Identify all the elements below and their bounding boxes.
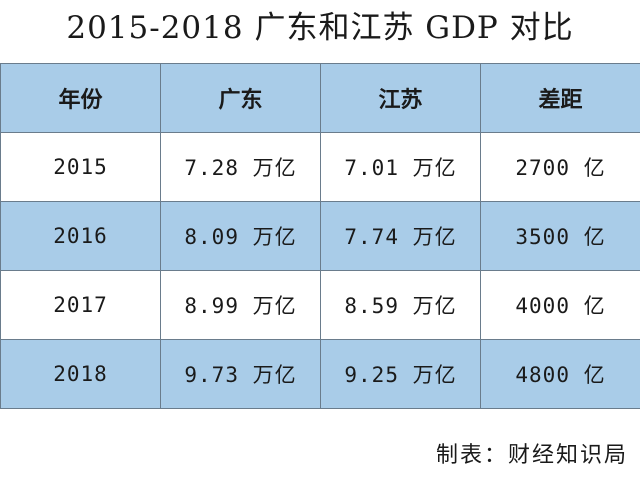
cell-gap: 4000 亿 <box>480 270 640 340</box>
cell-gap: 2700 亿 <box>480 132 640 202</box>
cell-guangdong: 8.09 万亿 <box>160 201 321 271</box>
cell-jiangsu: 8.59 万亿 <box>320 270 481 340</box>
cell-jiangsu: 7.74 万亿 <box>320 201 481 271</box>
cell-jiangsu: 9.25 万亿 <box>320 339 481 409</box>
table-row: 2016 8.09 万亿 7.74 万亿 3500 亿 <box>0 201 640 271</box>
cell-guangdong: 8.99 万亿 <box>160 270 321 340</box>
cell-jiangsu: 7.01 万亿 <box>320 132 481 202</box>
cell-guangdong: 7.28 万亿 <box>160 132 321 202</box>
column-header-gap: 差距 <box>480 63 640 133</box>
cell-gap: 4800 亿 <box>480 339 640 409</box>
cell-year: 2017 <box>0 270 161 340</box>
column-header-guangdong: 广东 <box>160 63 321 133</box>
table-header-row: 年份 广东 江苏 差距 <box>0 63 640 133</box>
page-title: 2015-2018 广东和江苏 GDP 对比 <box>66 10 574 46</box>
table-row: 2018 9.73 万亿 9.25 万亿 4800 亿 <box>0 339 640 409</box>
table-source-credit: 制表：财经知识局 <box>435 443 628 468</box>
gdp-comparison-table: 年份 广东 江苏 差距 2015 7.28 万亿 7.01 万亿 2700 亿 … <box>0 63 640 409</box>
cell-year: 2016 <box>0 201 161 271</box>
column-header-year: 年份 <box>0 63 161 133</box>
cell-year: 2015 <box>0 132 161 202</box>
table-row: 2015 7.28 万亿 7.01 万亿 2700 亿 <box>0 132 640 202</box>
cell-guangdong: 9.73 万亿 <box>160 339 321 409</box>
cell-gap: 3500 亿 <box>480 201 640 271</box>
column-header-jiangsu: 江苏 <box>320 63 481 133</box>
table-row: 2017 8.99 万亿 8.59 万亿 4000 亿 <box>0 270 640 340</box>
cell-year: 2018 <box>0 339 161 409</box>
